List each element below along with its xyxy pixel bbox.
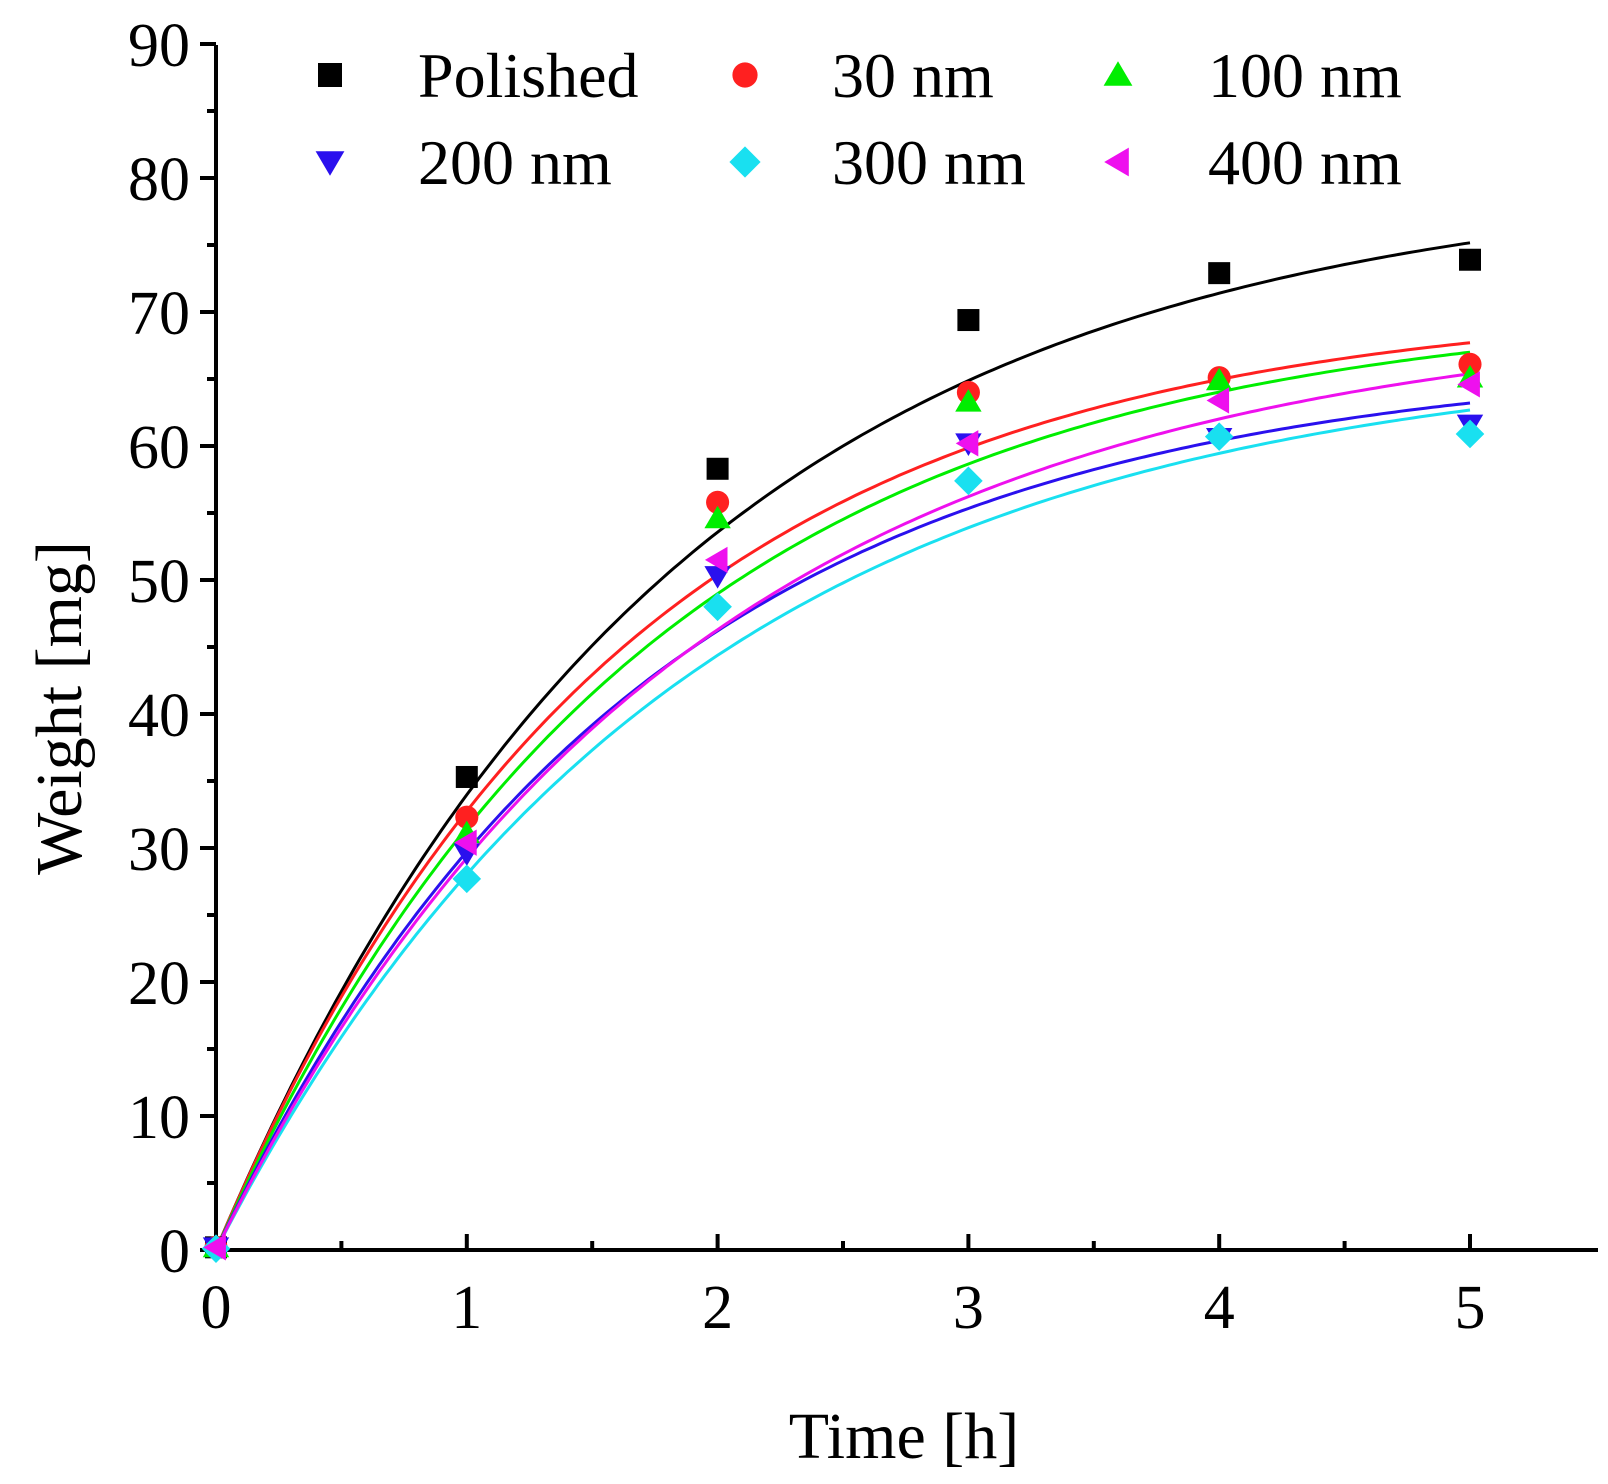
- data-point-polished: [455, 765, 478, 788]
- data-point-200-nm: [704, 566, 731, 589]
- y-tick-label: 50: [128, 548, 190, 616]
- data-point-400-nm: [704, 546, 728, 574]
- fit-line-400-nm: [214, 372, 1471, 1251]
- data-point-400-nm: [1206, 387, 1230, 414]
- data-points: [201, 248, 1485, 1263]
- legend-marker-30-nm: [732, 62, 758, 88]
- data-point-300-nm: [954, 466, 983, 496]
- data-point-300-nm: [1204, 422, 1234, 451]
- legend-marker-300-nm: [729, 146, 761, 178]
- y-tick-label: 40: [128, 682, 190, 750]
- y-tick-label: 10: [128, 1084, 190, 1152]
- data-point-polished: [706, 457, 729, 480]
- data-point-400-nm: [454, 829, 477, 856]
- legend-label-200-nm: 200 nm: [418, 127, 612, 198]
- legend-marker-200-nm: [315, 151, 345, 176]
- legend-label-300-nm: 300 nm: [832, 127, 1026, 198]
- fit-line-100-nm: [214, 350, 1471, 1251]
- legend-marker-polished: [318, 63, 342, 87]
- fit-line-30-nm: [214, 341, 1471, 1251]
- x-tick-label: 3: [953, 1274, 984, 1342]
- y-tick-label: 90: [128, 12, 190, 80]
- data-point-polished: [1208, 262, 1231, 285]
- x-tick-label: 5: [1455, 1274, 1486, 1342]
- y-tick-label: 60: [128, 414, 190, 482]
- data-point-400-nm: [203, 1234, 226, 1261]
- legend-marker-400-nm: [1104, 147, 1129, 177]
- fit-line-polished: [214, 241, 1471, 1251]
- x-tick-label: 2: [702, 1274, 733, 1342]
- data-point-30-nm: [1458, 352, 1482, 376]
- data-point-100-nm: [704, 505, 731, 529]
- legend-label-400-nm: 400 nm: [1208, 127, 1402, 198]
- x-axis-title: Time [h]: [789, 1400, 1019, 1473]
- legend: Polished 30 nm 100 nm 200 nm 300 nm 400 nm: [315, 40, 1402, 198]
- fit-line-300-nm: [214, 408, 1471, 1251]
- y-tick-label: 30: [128, 816, 190, 884]
- fit-curves: [214, 241, 1471, 1251]
- x-tick-label: 4: [1204, 1274, 1235, 1342]
- data-point-polished: [957, 309, 980, 332]
- data-point-polished: [1459, 248, 1481, 271]
- data-point-400-nm: [1457, 371, 1480, 398]
- legend-label-polished: Polished: [418, 40, 638, 111]
- y-tick-label: 70: [128, 280, 190, 348]
- fit-line-200-nm: [214, 401, 1471, 1251]
- x-tick-label: 1: [451, 1274, 482, 1342]
- data-point-30-nm: [455, 805, 479, 829]
- data-point-400-nm: [955, 430, 979, 457]
- legend-label-30-nm: 30 nm: [832, 40, 994, 111]
- y-tick-label: 0: [159, 1218, 190, 1286]
- data-point-30-nm: [706, 490, 730, 514]
- data-point-100-nm: [955, 389, 982, 412]
- x-tick-label: 0: [201, 1274, 232, 1342]
- data-point-300-nm: [703, 592, 732, 622]
- data-point-300-nm: [1455, 419, 1485, 449]
- data-point-300-nm: [452, 864, 482, 894]
- data-point-100-nm: [1206, 367, 1233, 391]
- y-tick-label: 20: [128, 950, 190, 1018]
- y-axis-title: Weight [mg]: [23, 541, 96, 875]
- legend-marker-100-nm: [1103, 61, 1133, 86]
- y-tick-label: 80: [128, 146, 190, 214]
- legend-label-100-nm: 100 nm: [1208, 40, 1402, 111]
